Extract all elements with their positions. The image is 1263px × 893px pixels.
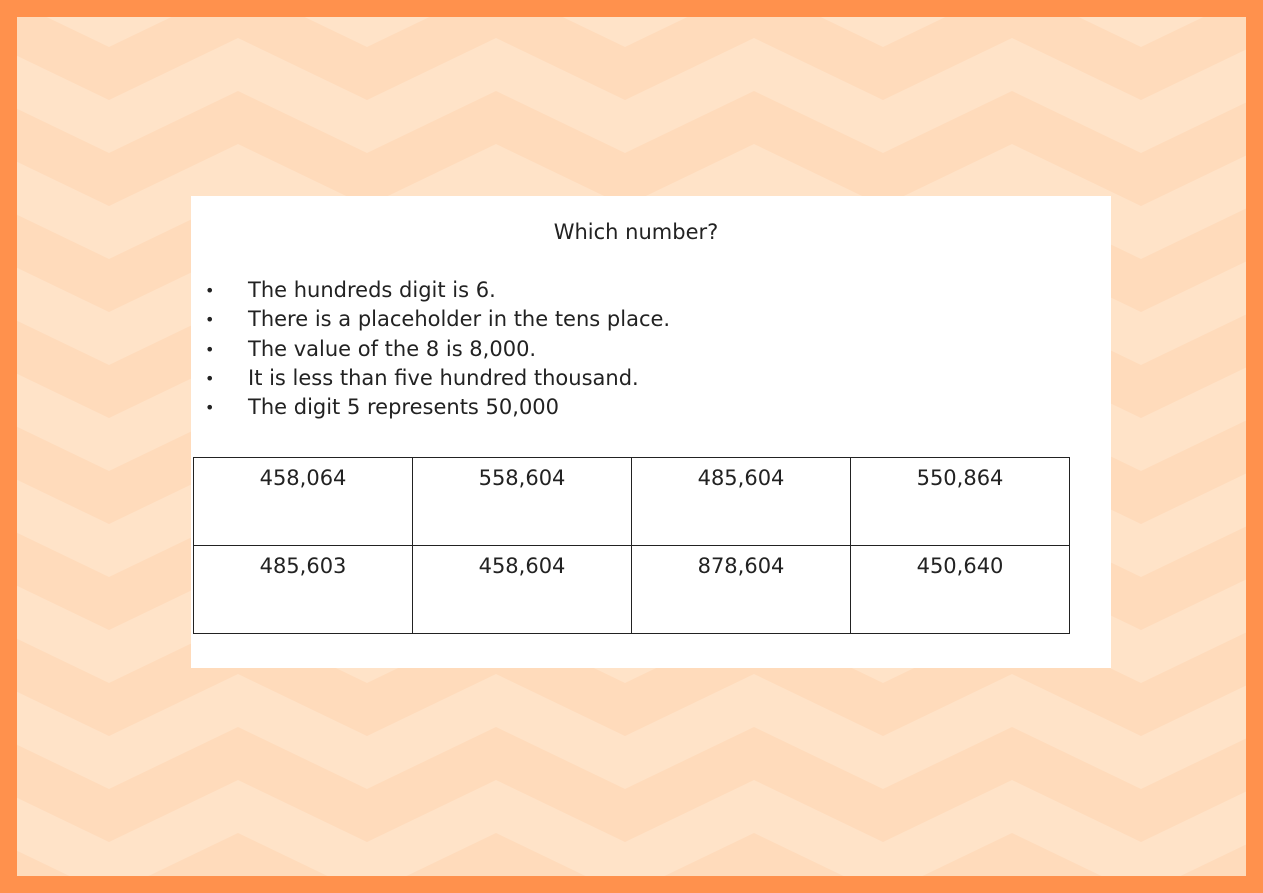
option-cell: 558,604 xyxy=(412,457,632,546)
clue: There is a placeholder in the tens place… xyxy=(205,305,670,335)
options-table: 458,064 558,604 485,604 550,864 485,603 … xyxy=(193,457,1070,634)
option-cell: 550,864 xyxy=(850,457,1070,546)
option-cell: 485,604 xyxy=(631,457,851,546)
clue: It is less than five hundred thousand. xyxy=(205,364,670,394)
clue-list: The hundreds digit is 6. There is a plac… xyxy=(191,276,670,423)
clue: The hundreds digit is 6. xyxy=(205,276,670,306)
table-row: 458,064 558,604 485,604 550,864 xyxy=(193,457,1070,546)
option-cell: 878,604 xyxy=(631,545,851,634)
clue: The value of the 8 is 8,000. xyxy=(205,335,670,365)
option-cell: 458,064 xyxy=(193,457,413,546)
option-cell: 450,640 xyxy=(850,545,1070,634)
question-card: Which number? The hundreds digit is 6. T… xyxy=(191,196,1111,668)
question-title: Which number? xyxy=(553,220,719,244)
clue: The digit 5 represents 50,000 xyxy=(205,393,670,423)
option-cell: 458,604 xyxy=(412,545,632,634)
table-row: 485,603 458,604 878,604 450,640 xyxy=(193,545,1070,634)
option-cell: 485,603 xyxy=(193,545,413,634)
